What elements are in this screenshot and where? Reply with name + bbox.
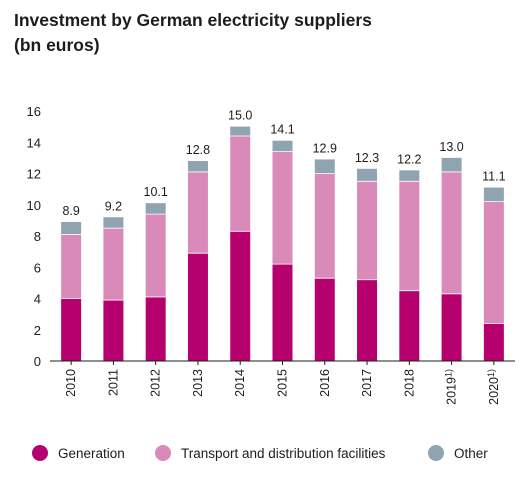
chart-legend: Generation Transport and distribution fa… [0,445,526,469]
chart-title-line-1: Investment by German electricity supplie… [14,10,372,30]
bar-segment-generation [272,264,293,361]
x-tick-label-group: 2016 [318,369,332,397]
bar-segment-transport [272,151,293,265]
legend-item-generation: Generation [32,445,125,461]
bar-total-label: 15.0 [228,109,252,123]
bar-total-label: 11.1 [482,170,505,184]
legend-swatch-generation [32,445,48,461]
bar-segment-transport [314,173,335,279]
x-tick-label: 2010 [64,369,78,397]
x-tick-footnote: 1) [444,369,454,377]
x-tick-label: 2012 [149,369,163,397]
x-tick-label-group: 2017 [360,369,374,397]
y-tick-label: 16 [27,104,41,119]
bar-segment-other [145,203,166,215]
x-tick-label: 2015 [276,369,290,397]
bar-segment-transport [61,234,82,299]
bar-segment-other [187,161,208,172]
legend-label-transport: Transport and distribution facilities [181,445,386,461]
bar-segment-generation [61,298,82,361]
x-tick-label: 2011 [106,369,120,396]
legend-swatch-transport [155,445,171,461]
bar-segment-other [230,126,251,136]
x-tick-label: 20191) [444,369,459,405]
x-tick-label: 2016 [318,369,332,397]
x-tick-label-group: 2010 [64,369,78,397]
x-tick-label-group: 2018 [402,369,416,397]
y-tick-label: 12 [27,167,41,182]
bar-segment-other [357,168,378,182]
bar-total-label: 8.9 [62,204,79,218]
x-tick-footnote: 1) [486,369,496,377]
legend-swatch-other [428,445,444,461]
bar-segment-transport [103,228,124,301]
x-tick-label: 2018 [402,369,416,397]
legend-label-other: Other [454,445,488,461]
bar-segment-generation [145,296,166,361]
bar-segment-generation [399,290,420,361]
bar-segment-other [61,221,82,235]
x-tick-label-group: 2015 [276,369,290,397]
bar-segment-other [399,170,420,182]
chart-title-line-2: (bn euros) [14,35,100,55]
x-tick-label: 2017 [360,369,374,397]
bar-segment-generation [187,253,208,361]
bar-total-label: 12.8 [186,143,210,157]
x-tick-label: 2013 [191,369,205,397]
bar-segment-transport [483,201,504,324]
chart-title: Investment by German electricity supplie… [14,8,372,58]
bar-total-label: 12.9 [313,141,337,155]
bar-segment-transport [357,181,378,280]
bar-segment-generation [103,300,124,361]
bar-segment-generation [441,293,462,361]
x-tick-label-group: 20191) [444,369,459,405]
bar-total-label: 14.1 [270,123,294,137]
bar-segment-other [314,159,335,174]
bar-segment-transport [187,171,208,254]
bar-segment-generation [357,279,378,361]
x-tick-label-group: 2014 [233,369,247,397]
bar-segment-generation [230,231,251,361]
legend-label-generation: Generation [58,445,125,461]
bar-segment-transport [145,214,166,297]
bar-total-label: 12.2 [397,152,421,166]
x-tick-label-group: 2011 [106,369,120,396]
x-tick-label-group: 20201) [486,369,501,405]
bar-segment-other [103,217,124,229]
bar-segment-transport [230,136,251,232]
x-tick-label: 20201) [486,369,501,405]
bar-total-label: 13.0 [439,140,463,154]
y-tick-label: 0 [34,354,41,369]
bar-total-label: 9.2 [105,199,122,213]
y-tick-label: 8 [34,229,41,244]
legend-item-other: Other [428,445,488,461]
y-tick-label: 10 [27,198,41,213]
x-tick-label-group: 2012 [149,369,163,397]
bar-segment-other [272,140,293,152]
bar-segment-other [483,187,504,202]
x-tick-label: 2014 [233,369,247,397]
legend-item-transport: Transport and distribution facilities [155,445,385,461]
bar-segment-generation [483,323,504,361]
y-tick-label: 6 [34,260,41,275]
bar-total-label: 10.1 [144,185,168,199]
bar-segment-transport [441,171,462,294]
y-tick-label: 14 [27,135,41,150]
bar-segment-generation [314,278,335,361]
x-tick-label-group: 2013 [191,369,205,397]
bar-total-label: 12.3 [355,151,379,165]
stacked-bar-chart: 0 2 4 6 8 10 12 14 16 8.9 2010 9.2 2011 10.1 2012 12.8 2… [27,104,515,405]
bar-segment-other [441,157,462,172]
y-tick-label: 4 [34,292,41,307]
bar-segment-transport [399,181,420,291]
y-tick-label: 2 [34,323,41,338]
